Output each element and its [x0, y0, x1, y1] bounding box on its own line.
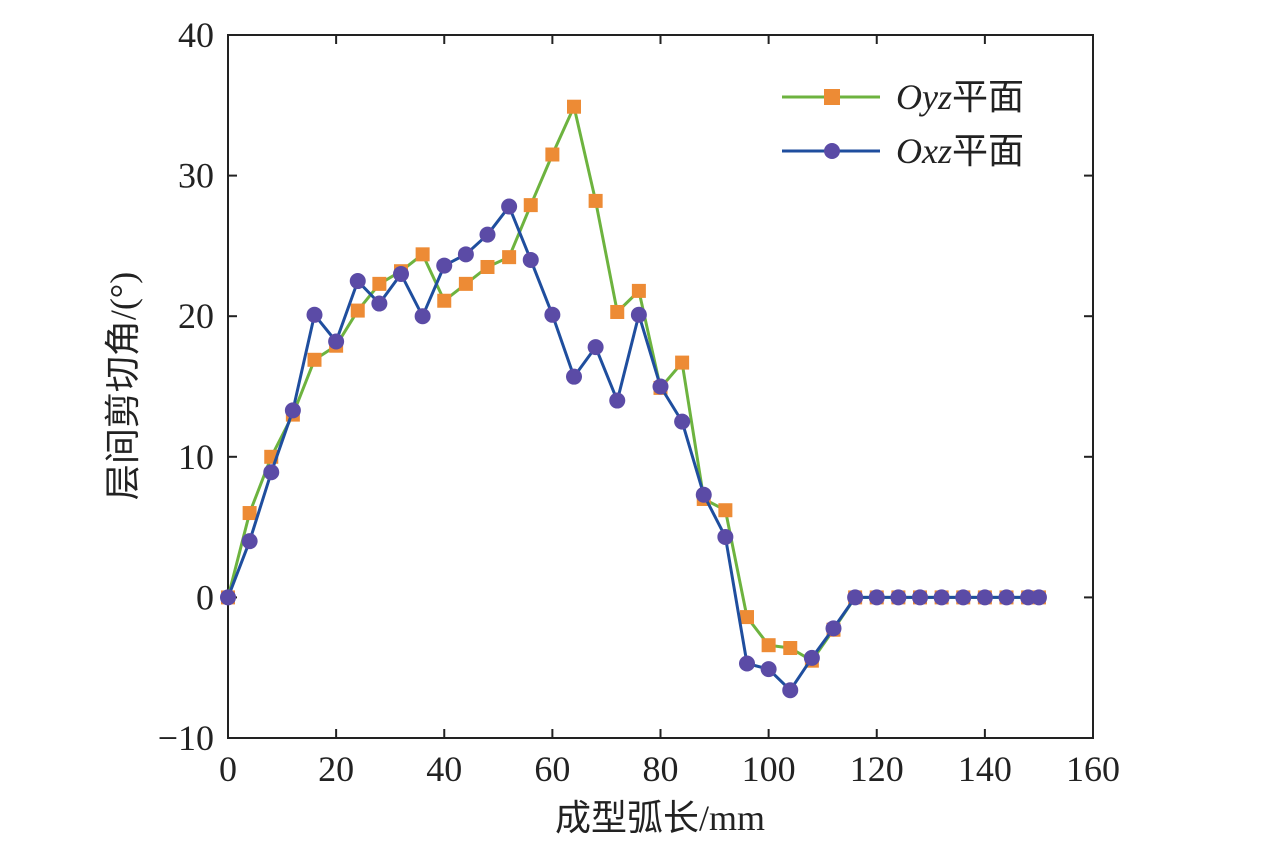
legend-label-suffix: 平面 — [952, 131, 1024, 171]
data-point — [976, 589, 993, 606]
data-point — [415, 247, 430, 262]
x-tick-label: 160 — [1066, 749, 1120, 789]
y-tick-label: 0 — [196, 577, 214, 617]
data-point — [587, 339, 604, 356]
data-point — [674, 413, 691, 430]
data-point — [350, 303, 365, 318]
data-point — [371, 295, 388, 312]
x-tick-label: 20 — [318, 749, 354, 789]
data-point — [501, 198, 518, 215]
data-point — [610, 304, 625, 319]
x-tick-label: 60 — [534, 749, 570, 789]
series-line — [226, 105, 1039, 663]
data-point — [220, 589, 236, 606]
data-point — [393, 266, 409, 283]
x-tick-label: 140 — [958, 749, 1012, 789]
data-point — [912, 589, 928, 606]
data-point — [349, 273, 366, 290]
x-axis-title: 成型弧长/mm — [555, 798, 765, 838]
data-point — [630, 306, 647, 323]
x-tick-label: 80 — [643, 749, 679, 789]
data-point — [998, 589, 1015, 606]
legend-entry: Oxz平面 — [782, 131, 1024, 171]
data-point — [609, 392, 626, 409]
x-tick-label: 120 — [850, 749, 904, 789]
data-point — [307, 352, 322, 367]
data-point — [868, 589, 885, 606]
series-line — [226, 205, 1039, 692]
data-point — [675, 355, 690, 370]
data-point — [567, 99, 581, 114]
data-point — [695, 486, 712, 503]
data-point — [718, 503, 733, 518]
data-point — [328, 333, 345, 350]
y-axis-title: 层间剪切角/(°) — [103, 272, 143, 500]
data-point — [480, 259, 495, 274]
data-point — [522, 251, 539, 268]
data-point — [761, 638, 776, 653]
data-point — [458, 276, 473, 291]
y-tick-label: 20 — [178, 296, 214, 336]
legend-marker — [824, 89, 840, 105]
legend-label-suffix: 平面 — [952, 77, 1024, 117]
data-point — [457, 246, 474, 263]
data-point — [652, 378, 669, 395]
data-point — [782, 682, 799, 699]
data-point — [588, 193, 603, 208]
data-point — [242, 506, 257, 521]
legend-marker — [824, 143, 840, 159]
data-point — [566, 368, 582, 385]
legend-label: Oxz平面 — [896, 131, 1024, 171]
series-oxz — [220, 198, 1047, 699]
data-point — [803, 649, 820, 666]
data-point — [545, 147, 560, 162]
x-tick-label: 40 — [426, 749, 462, 789]
data-point — [544, 306, 561, 323]
data-point — [847, 589, 864, 606]
data-point — [306, 306, 323, 323]
data-point — [783, 641, 798, 656]
legend-label-italic: Oyz — [896, 77, 952, 117]
data-point — [631, 283, 646, 298]
data-point — [479, 226, 496, 243]
data-point — [739, 655, 755, 672]
legend-label: Oyz平面 — [896, 77, 1024, 117]
series-layer — [220, 99, 1047, 699]
data-point — [1030, 589, 1047, 606]
data-point — [241, 533, 258, 550]
series-oyz — [221, 99, 1046, 668]
legend-entry: Oyz平面 — [782, 77, 1024, 117]
y-tick-label: 30 — [178, 156, 214, 196]
data-point — [372, 276, 387, 291]
data-point — [890, 589, 907, 606]
data-point — [437, 293, 452, 308]
data-point — [760, 661, 777, 678]
x-tick-label: 0 — [219, 749, 237, 789]
data-point — [263, 464, 280, 481]
data-point — [284, 402, 301, 419]
data-point — [436, 257, 453, 274]
y-tick-label: 40 — [178, 15, 214, 55]
data-point — [414, 308, 431, 325]
y-tick-label: 10 — [178, 437, 214, 477]
legend-label-italic: Oxz — [896, 131, 952, 171]
data-point — [955, 589, 972, 606]
data-point — [825, 620, 842, 637]
y-tick-label: −10 — [158, 718, 214, 758]
data-point — [933, 589, 950, 606]
data-point — [740, 610, 754, 625]
x-tick-label: 100 — [742, 749, 796, 789]
data-point — [502, 250, 517, 265]
data-point — [523, 198, 538, 213]
data-point — [717, 528, 734, 545]
